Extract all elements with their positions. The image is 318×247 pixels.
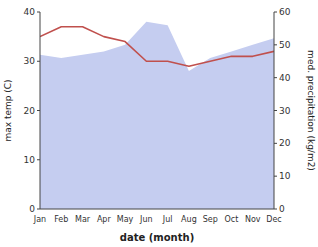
- x-tick-label: Mar: [75, 215, 91, 224]
- y2-tick-label: 0: [279, 204, 285, 214]
- y2-tick: [274, 110, 277, 111]
- x-tick-label: Dec: [266, 215, 281, 224]
- x-tick-label: Sep: [203, 215, 218, 224]
- y2-tick: [274, 12, 277, 13]
- y2-tick-label: 50: [279, 40, 291, 50]
- y2-tick: [274, 209, 277, 210]
- y-tick: [37, 12, 40, 13]
- y-tick: [37, 209, 40, 210]
- y2-tick: [274, 77, 277, 78]
- y-axis-title: max temp (C): [3, 79, 13, 141]
- y-tick: [37, 110, 40, 111]
- y2-axis-title: med. precipitation (kg/m2): [306, 50, 316, 171]
- y2-tick-label: 30: [279, 106, 291, 116]
- y-tick: [37, 159, 40, 160]
- x-axis-title: date (month): [120, 232, 194, 243]
- y-tick-label: 10: [24, 155, 36, 165]
- plot-area: [40, 22, 274, 209]
- x-tick-label: Jan: [33, 215, 46, 224]
- y-tick: [37, 61, 40, 62]
- x-tick-label: Oct: [225, 215, 239, 224]
- x-tick-label: Apr: [97, 215, 112, 224]
- y2-tick-label: 60: [279, 7, 291, 17]
- temp-line: [40, 27, 274, 66]
- y-tick-label: 30: [24, 56, 36, 66]
- x-tick-label: Jul: [162, 215, 173, 224]
- y-tick-label: 0: [29, 204, 35, 214]
- x-tick-label: Feb: [54, 215, 68, 224]
- y2-tick-label: 10: [279, 171, 291, 181]
- x-tick-label: Jun: [139, 215, 153, 224]
- y-tick-label: 40: [24, 7, 36, 17]
- x-tick-label: May: [117, 215, 134, 224]
- y2-tick-label: 40: [279, 73, 291, 83]
- chart: 0 10 20 30 40 0 10 20 30 40 50 60 Jan Feb Mar Apr May Jun…: [0, 0, 318, 247]
- y-tick-label: 20: [24, 106, 36, 116]
- x-tick-label: Aug: [181, 215, 197, 224]
- y2-tick-label: 20: [279, 138, 291, 148]
- precip-area: [40, 22, 274, 209]
- y2-tick: [274, 176, 277, 177]
- x-axis-line: [40, 209, 274, 210]
- y2-tick: [274, 143, 277, 144]
- x-tick-label: Nov: [245, 215, 261, 224]
- y2-tick: [274, 44, 277, 45]
